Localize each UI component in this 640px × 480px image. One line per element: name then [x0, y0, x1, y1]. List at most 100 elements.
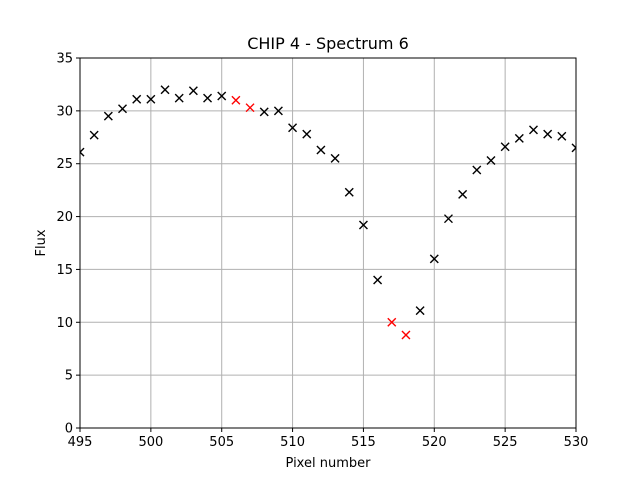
axes [76, 57, 577, 432]
marker-stroke [387, 317, 397, 327]
data-point [344, 187, 354, 197]
data-point [203, 93, 213, 103]
x-tick-label: 520 [422, 435, 447, 450]
data-point [486, 156, 496, 166]
marker-stroke [89, 130, 99, 140]
marker-stroke [273, 106, 283, 116]
marker-stroke [543, 129, 553, 139]
data-point [571, 143, 576, 153]
marker-stroke [174, 93, 184, 103]
flagged-data-point [401, 330, 411, 340]
marker-stroke [132, 94, 142, 104]
data-point [188, 86, 198, 96]
data-point [302, 129, 312, 139]
marker-stroke [316, 145, 326, 155]
data-points [80, 85, 576, 340]
data-point [514, 133, 524, 143]
y-tick-label: 15 [56, 263, 73, 278]
marker-stroke [103, 111, 113, 121]
marker-stroke [118, 104, 128, 114]
marker-stroke [203, 93, 213, 103]
marker-stroke [514, 133, 524, 143]
marker-stroke [245, 103, 255, 113]
plot-frame [79, 57, 577, 429]
data-point [118, 104, 128, 114]
marker-stroke [217, 91, 227, 101]
y-tick-label: 30 [56, 104, 73, 119]
marker-stroke [528, 125, 538, 135]
data-point [443, 214, 453, 224]
marker-stroke [557, 131, 567, 141]
plot-area [80, 85, 576, 340]
x-tick-label: 525 [493, 435, 518, 450]
marker-stroke [486, 156, 496, 166]
x-axis-label: Pixel number [286, 456, 372, 471]
marker-stroke [472, 165, 482, 175]
data-point [458, 189, 468, 199]
data-point [429, 254, 439, 264]
data-point [160, 85, 170, 95]
marker-stroke [443, 214, 453, 224]
marker-stroke [458, 189, 468, 199]
data-point [132, 94, 142, 104]
data-point [500, 142, 510, 152]
marker-stroke [571, 143, 576, 149]
y-tick-label: 35 [56, 52, 73, 67]
data-point [557, 131, 567, 141]
y-axis-label: Flux [34, 229, 49, 256]
marker-stroke [344, 187, 354, 197]
data-point [415, 306, 425, 316]
marker-stroke [259, 107, 269, 117]
marker-stroke [146, 94, 156, 104]
marker-stroke [302, 129, 312, 139]
marker-stroke [401, 330, 411, 340]
data-point [174, 93, 184, 103]
marker-stroke [188, 86, 198, 96]
data-point [89, 130, 99, 140]
y-tick-label: 10 [56, 316, 73, 331]
marker-stroke [330, 153, 340, 163]
data-point [373, 275, 383, 285]
data-point [330, 153, 340, 163]
marker-stroke [160, 85, 170, 95]
flagged-data-point [387, 317, 397, 327]
y-tick-label: 20 [56, 210, 73, 225]
marker-stroke [80, 151, 85, 157]
data-point [543, 129, 553, 139]
y-tick-label: 0 [65, 422, 73, 437]
x-tick-label: 495 [68, 435, 93, 450]
data-point [217, 91, 227, 101]
data-point [273, 106, 283, 116]
data-point [103, 111, 113, 121]
marker-stroke [415, 306, 425, 316]
marker-stroke [80, 147, 85, 154]
marker-stroke [288, 123, 298, 133]
data-point [288, 123, 298, 133]
marker-stroke [373, 275, 383, 285]
chart-title: CHIP 4 - Spectrum 6 [247, 34, 409, 53]
x-tick-label: 505 [209, 435, 234, 450]
marker-stroke [500, 142, 510, 152]
marker-stroke [571, 146, 576, 153]
flagged-data-point [231, 95, 241, 105]
x-tick-label: 500 [138, 435, 163, 450]
flagged-data-point [245, 103, 255, 113]
data-point [528, 125, 538, 135]
data-point [259, 107, 269, 117]
x-tick-label: 515 [351, 435, 376, 450]
data-point [80, 147, 85, 157]
x-tick-label: 530 [564, 435, 589, 450]
marker-stroke [231, 95, 241, 105]
y-tick-label: 25 [56, 157, 73, 172]
data-point [316, 145, 326, 155]
marker-stroke [358, 220, 368, 230]
x-tick-label: 510 [280, 435, 305, 450]
data-point [146, 94, 156, 104]
data-point [472, 165, 482, 175]
y-tick-label: 5 [65, 369, 73, 384]
marker-stroke [429, 254, 439, 264]
data-point [358, 220, 368, 230]
